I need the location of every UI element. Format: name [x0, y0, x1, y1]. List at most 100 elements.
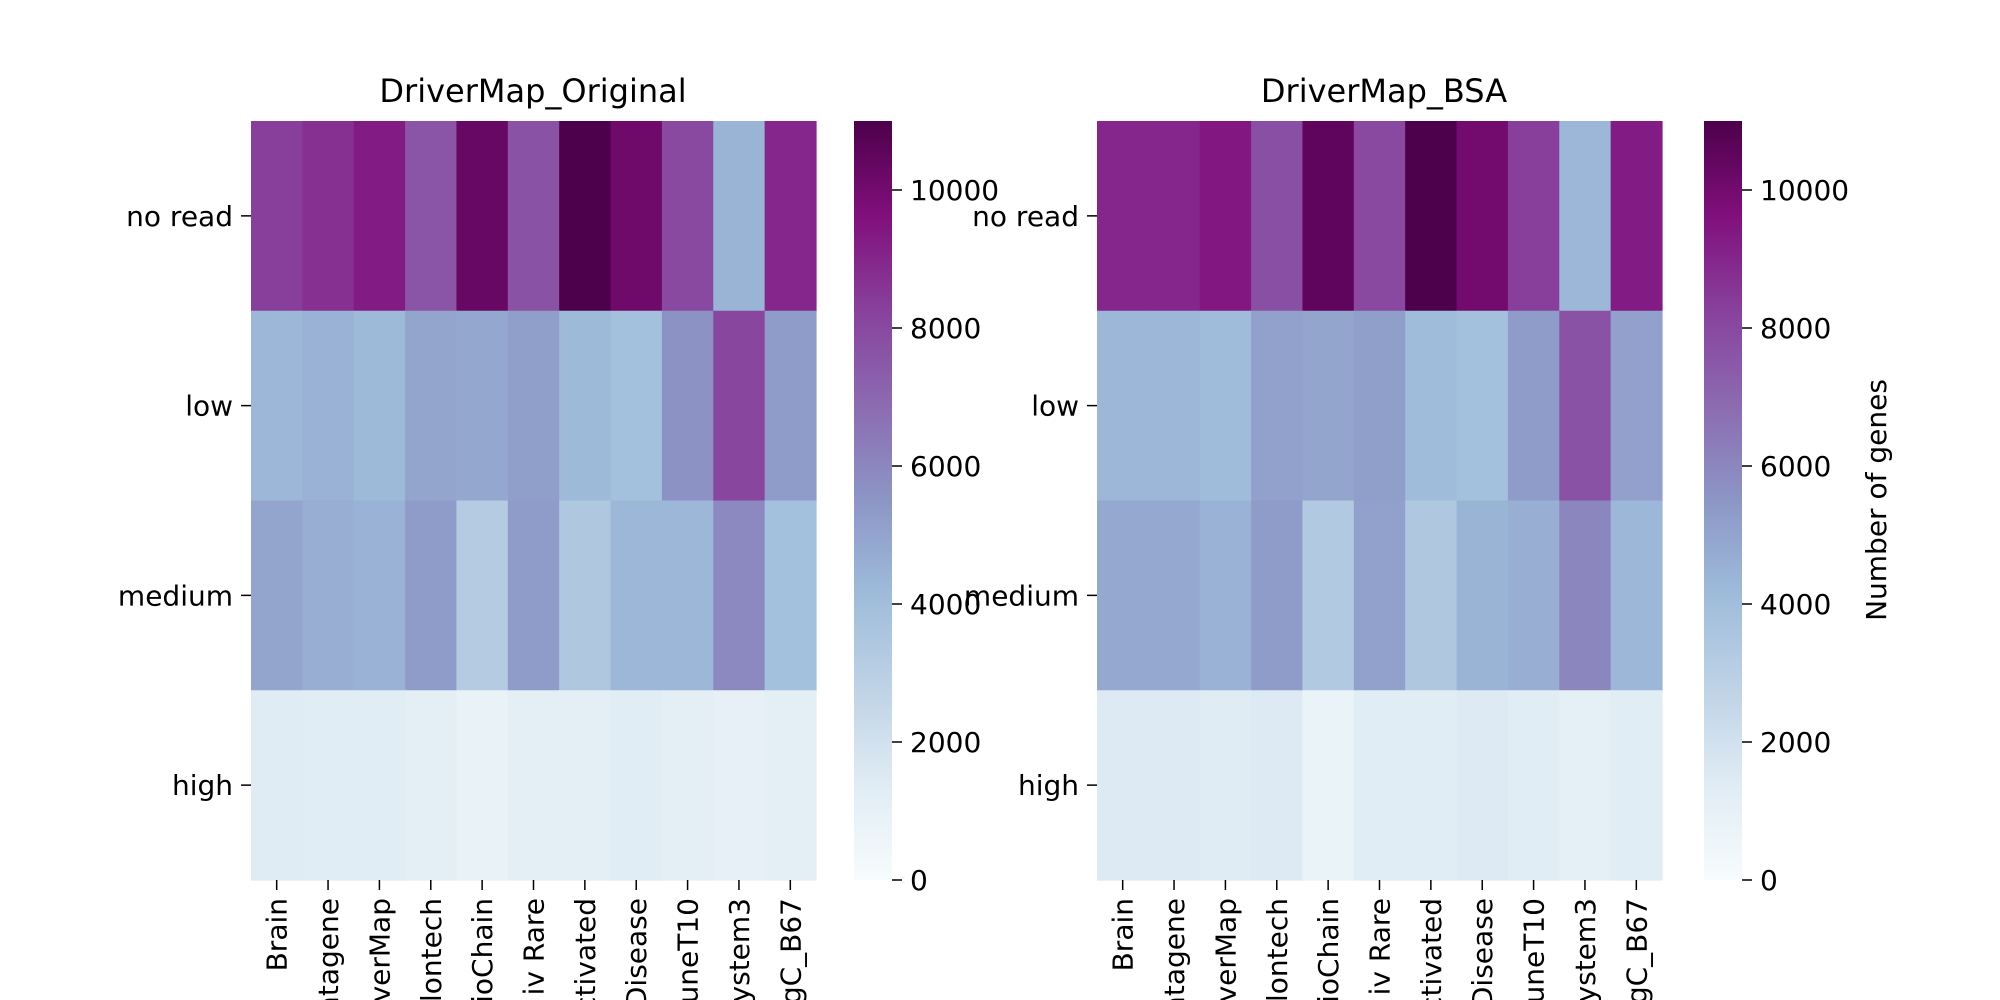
heatmap-cell [1199, 310, 1252, 502]
heatmap-cell [1199, 500, 1252, 691]
heatmap-cell [559, 310, 612, 502]
column-tick-label: uneT10 [672, 898, 705, 1000]
colorbar-tick-label: 4000 [1760, 588, 1831, 621]
heatmap-cell [1559, 310, 1612, 502]
heatmap-cell [507, 310, 560, 502]
heatmap-cell [1353, 121, 1406, 312]
row-tick-label: low [185, 390, 233, 423]
row-tick-label: high [172, 769, 233, 802]
colorbar-tick-label: 2000 [910, 726, 981, 759]
column-tick-label: lontech [415, 898, 448, 1000]
heatmap-cell [251, 121, 303, 312]
heatmap-cells [1097, 121, 1663, 881]
heatmap-cell [353, 690, 406, 881]
heatmap-cell [405, 310, 458, 502]
heatmap-cell [1148, 310, 1201, 502]
heatmap-cell [610, 310, 663, 502]
heatmap-cell [251, 310, 303, 502]
heatmap-cell [1405, 690, 1458, 881]
heatmap-cell [661, 121, 714, 312]
colorbar-tick-label: 6000 [1760, 450, 1831, 483]
column-tick-label: ctivated [1415, 898, 1448, 1000]
column-tick-label: iv Rare [518, 898, 551, 995]
heatmap-cell [1353, 500, 1406, 691]
row-tick-label: medium [964, 579, 1079, 612]
heatmap-cell [1251, 310, 1304, 502]
row-tick-label: medium [118, 579, 233, 612]
column-tick-label: lontech [1261, 898, 1294, 1000]
heatmap-cell [1456, 500, 1509, 691]
colorbar-tick-label: 8000 [910, 312, 981, 345]
heatmap-cell [1148, 500, 1201, 691]
heatmap-cell [251, 690, 303, 881]
column-tick-label: Disease [620, 898, 653, 1000]
heatmap-cell [353, 121, 406, 312]
heatmap-cell [1097, 121, 1149, 312]
heatmap-cell [559, 121, 612, 312]
column-tick-label: uneT10 [1518, 898, 1551, 1000]
heatmap-cell [251, 500, 303, 691]
row-tick-label: no read [972, 200, 1079, 233]
heatmap-cell [1353, 690, 1406, 881]
heatmap-cell [1148, 690, 1201, 881]
heatmap-cell [1559, 121, 1612, 312]
heatmap-cell [1610, 310, 1663, 502]
heatmap-cell [610, 121, 663, 312]
colorbar-tick-label: 4000 [910, 588, 981, 621]
row-tick-label: low [1031, 390, 1079, 423]
heatmap-cell [302, 310, 355, 502]
heatmap-cell [353, 500, 406, 691]
column-tick-label: verMap [1209, 898, 1242, 1000]
colorbar-ticks: 0 2000 4000 6000 8000 10000 [1742, 174, 1849, 897]
column-tick-label: ystem3 [1569, 898, 1602, 1000]
heatmap-cell [1559, 500, 1612, 691]
colorbar-ticks: 0 2000 4000 6000 8000 10000 [892, 174, 999, 897]
heatmap-cell [302, 500, 355, 691]
column-tick-label: gC_B67 [1620, 898, 1653, 1000]
heatmap-cell [713, 500, 766, 691]
heatmap-cell [1456, 121, 1509, 312]
colorbar: 0 2000 4000 6000 8000 10000 [854, 121, 999, 897]
heatmap-cell [661, 690, 714, 881]
colorbar-gradient [854, 121, 892, 880]
colorbar: 0 2000 4000 6000 8000 10000 Number of genes [1704, 121, 1893, 897]
column-tick-labels: Brain atagene verMap lontech ioChain iv Rare c… [1107, 880, 1653, 1000]
row-tick-labels: no read low medium high [964, 200, 1097, 802]
heatmap-cell [405, 500, 458, 691]
column-tick-labels: Brain atagene verMap lontech ioChain iv Rare c… [261, 880, 807, 1000]
column-tick-label: Disease [1466, 898, 1499, 1000]
column-tick-label: Brain [1107, 898, 1140, 971]
heatmap-cell [764, 121, 817, 312]
heatmap-cell [405, 690, 458, 881]
heatmap-cell [661, 310, 714, 502]
heatmap-cell [1148, 121, 1201, 312]
heatmap-cell [405, 121, 458, 312]
colorbar-tick-label: 8000 [1760, 312, 1831, 345]
panel-title: DriverMap_BSA [1261, 72, 1507, 110]
panel-title: DriverMap_Original [379, 72, 686, 110]
heatmap-cell [764, 310, 817, 502]
colorbar-tick-label: 2000 [1760, 726, 1831, 759]
row-tick-labels: no read low medium high [118, 200, 251, 802]
heatmap-cell [302, 121, 355, 312]
colorbar-tick-label: 10000 [1760, 174, 1849, 207]
heatmap-cell [456, 310, 509, 502]
column-tick-label: ystem3 [723, 898, 756, 1000]
row-tick-label: no read [126, 200, 233, 233]
heatmap-cell [1302, 121, 1355, 312]
heatmap-cell [610, 500, 663, 691]
column-tick-label: iv Rare [1364, 898, 1397, 995]
heatmap-panel-original: DriverMap_Original no readlowmediumhigh … [118, 72, 999, 1000]
heatmap-cell [1610, 500, 1663, 691]
heatmap-cell [1199, 121, 1252, 312]
heatmap-cell [1302, 500, 1355, 691]
column-tick-label: gC_B67 [774, 898, 807, 1000]
column-tick-label: ioChain [466, 898, 499, 1000]
heatmap-cell [559, 500, 612, 691]
heatmap-cell [1507, 500, 1560, 691]
heatmap-cell [456, 121, 509, 312]
heatmap-cell [1507, 121, 1560, 312]
heatmap-cell [1251, 121, 1304, 312]
heatmap-cell [610, 690, 663, 881]
heatmap-cell [1507, 690, 1560, 881]
